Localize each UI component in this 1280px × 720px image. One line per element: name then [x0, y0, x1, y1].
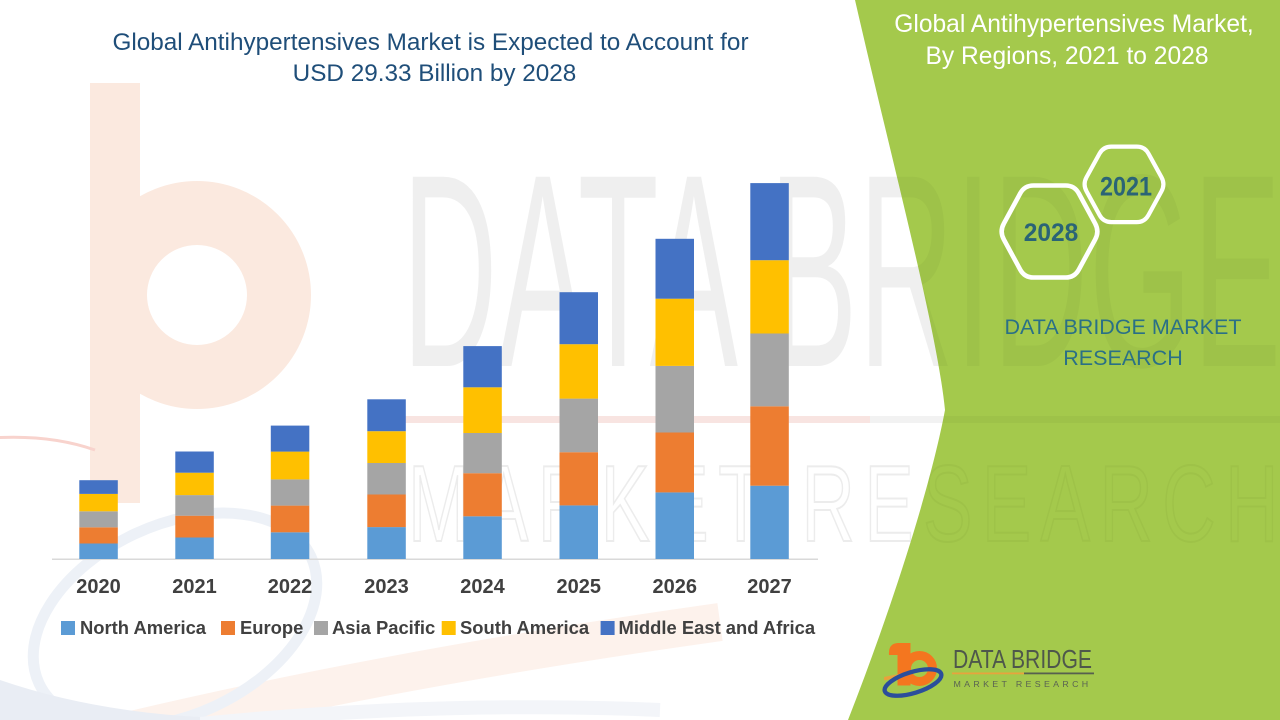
svg-text:2025: 2025	[557, 576, 602, 598]
svg-text:2020: 2020	[76, 576, 121, 598]
svg-text:MARKET RESEARCH: MARKET RESEARCH	[954, 680, 1092, 689]
svg-text:Middle East and Africa: Middle East and Africa	[619, 617, 816, 638]
svg-text:Global Antihypertensives Marke: Global Antihypertensives Market,	[894, 11, 1254, 38]
svg-text:North America: North America	[80, 617, 207, 638]
svg-text:Global Antihypertensives Marke: Global Antihypertensives Market is Expec…	[112, 29, 748, 56]
svg-text:Europe: Europe	[240, 617, 303, 638]
svg-text:2021: 2021	[172, 576, 217, 598]
svg-text:DATA BRIDGE: DATA BRIDGE	[953, 646, 1092, 674]
svg-text:2027: 2027	[747, 576, 792, 598]
svg-text:2026: 2026	[653, 576, 698, 598]
svg-text:2022: 2022	[268, 576, 313, 598]
svg-text:DATA BRIDGE MARKET: DATA BRIDGE MARKET	[1005, 315, 1242, 339]
svg-text:Asia Pacific: Asia Pacific	[332, 617, 435, 638]
svg-text:South America: South America	[460, 617, 590, 638]
svg-text:RESEARCH: RESEARCH	[1063, 346, 1182, 370]
svg-text:USD 29.33 Billion by 2028: USD 29.33 Billion by 2028	[293, 60, 577, 87]
svg-text:2023: 2023	[364, 576, 409, 598]
svg-text:2028: 2028	[1024, 219, 1079, 247]
svg-text:2021: 2021	[1100, 172, 1152, 202]
svg-text:By Regions, 2021 to 2028: By Regions, 2021 to 2028	[925, 43, 1208, 70]
svg-text:2024: 2024	[460, 576, 505, 598]
